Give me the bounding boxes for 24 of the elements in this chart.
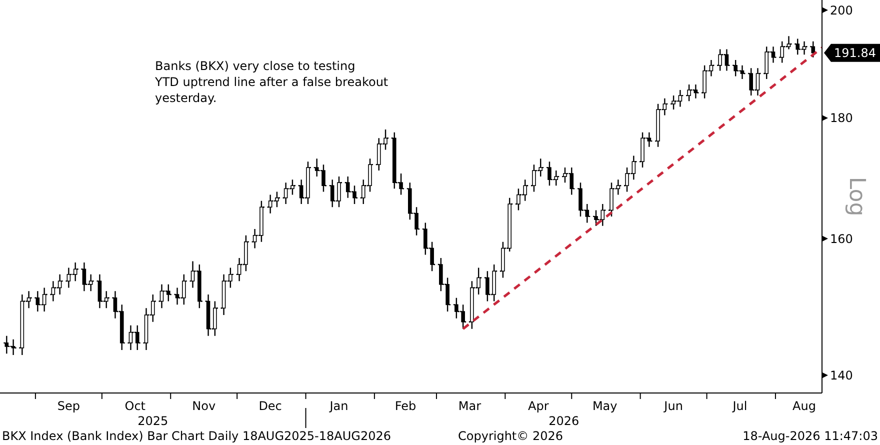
annotation: Banks (BKX) very close to testing YTD uptrend line after a false breakout yesterday. [154, 59, 388, 105]
y-tick-label: 200 [830, 3, 853, 18]
x-tick-label: Aug [792, 399, 816, 413]
y-tick-label: 160 [830, 232, 853, 246]
x-tick-label: May [592, 399, 618, 413]
x-tick-label: Jan [328, 399, 348, 413]
text: 2025 [138, 414, 168, 428]
x-tick-label: Jun [663, 399, 683, 413]
y-tick-label: 180 [830, 111, 853, 126]
x-tick-label: Sep [57, 399, 80, 413]
y-axis-title: Log [844, 176, 869, 216]
x-tick-label: Apr [528, 399, 549, 413]
x-tick-label: Nov [192, 399, 216, 413]
text: 2026 [548, 414, 580, 428]
x-tick-label: Feb [394, 399, 416, 413]
text: Copyright© 2026 [458, 429, 563, 443]
x-tick-label: Oct [124, 399, 146, 413]
y-tick-label: 140 [830, 368, 853, 382]
text: 18-Aug-2026 11:47:03 [742, 429, 878, 443]
text: 191.84 [834, 46, 876, 60]
x-tick-label: Jul [732, 399, 748, 413]
x-tick-label: Mar [458, 399, 482, 413]
x-tick-label: Dec [258, 399, 282, 413]
text: BKX Index (Bank Index) Bar Chart Daily 18AUG2025-18AUG2026 [2, 429, 391, 443]
